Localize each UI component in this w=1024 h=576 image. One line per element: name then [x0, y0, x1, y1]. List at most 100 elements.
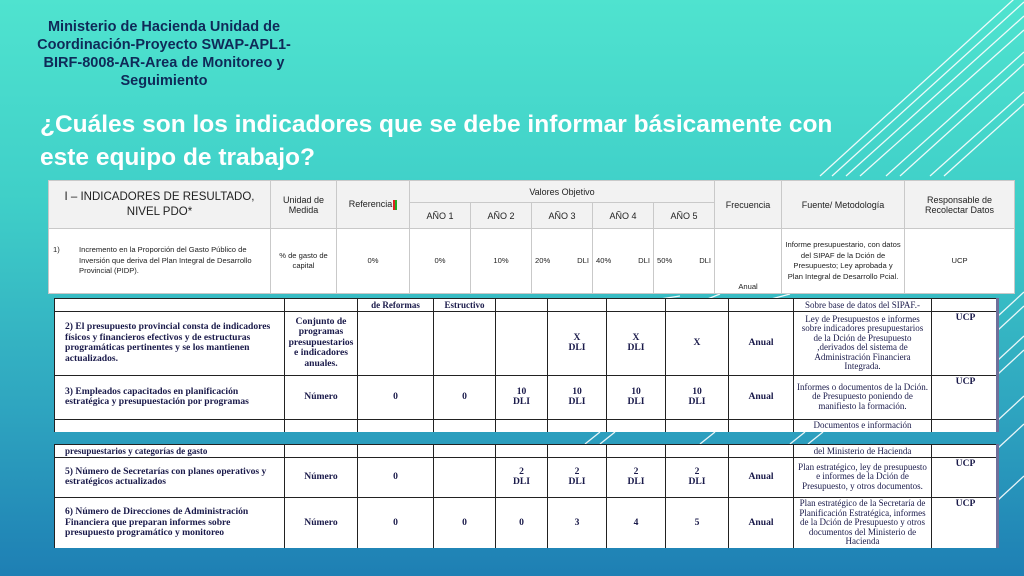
anio5-value: 50% [657, 255, 673, 265]
header-indicador: I – INDICADORES DE RESULTADO, NIVEL PDO* [48, 180, 271, 229]
fuente-cell: Ley de Presupuestos e informes sobre ind… [793, 310, 932, 376]
indicator-cell: 3) Empleados capacitados en planificació… [54, 374, 285, 420]
scanned-table-excerpt-1: de Reformas Estructivo Sobre base de dat… [54, 298, 999, 432]
anio3-cell: 20% DLI [531, 228, 593, 294]
slide-title: ¿Cuáles son los indicadores que se debe … [40, 111, 833, 171]
anio4-dli: DLI [627, 342, 645, 353]
indicator-cell: 6) Número de Direcciones de Administraci… [54, 496, 285, 548]
anio3-value: 2 [574, 465, 580, 477]
anio4-value: 10 [631, 385, 641, 397]
indicators-table: I – INDICADORES DE RESULTADO, NIVEL PDO*… [48, 180, 1016, 294]
fuente-cell: Informe presupuestario, con datos del SI… [781, 228, 906, 294]
frecuencia-cell: Anual [728, 310, 794, 376]
anio3-value: 20% [535, 255, 551, 265]
table-row: 3) Empleados capacitados en planificació… [54, 374, 999, 420]
anio2-cell: 10% [470, 228, 532, 294]
referencia-cell: 0% [336, 228, 410, 294]
indicator-cell: 1) Incremento en la Proporción del Gasto … [48, 228, 271, 294]
fuente-cell: Plan estratégico, ley de presupuesto e i… [793, 456, 932, 498]
anio2-dli: DLI [512, 476, 531, 487]
scan-edge [996, 298, 999, 432]
anio5-dli: DLI [699, 255, 712, 265]
anio4-cell: 4 [606, 496, 666, 548]
anio3-dli: DLI [568, 476, 586, 487]
scanned-table-excerpt-2: presupuestarios y categorías de gasto de… [54, 444, 999, 548]
anio3-value: 10 [572, 385, 582, 397]
header-fuente: Fuente/ Metodología [781, 180, 906, 229]
frecuencia-cell: Anual [714, 228, 783, 294]
anio3-value: X [573, 331, 581, 343]
indicator-number: 1) [53, 245, 60, 255]
unidad-cell: % de gasto de capital [270, 228, 337, 294]
responsable-cell: UCP [904, 228, 1016, 294]
header-unidad: Unidad de Medida [270, 180, 337, 229]
table-row: 1) Incremento en la Proporción del Gasto … [48, 228, 1016, 294]
header-anio-1: AÑO 1 [409, 202, 471, 229]
peek-fuente: Sobre base de datos del SIPAF.- [793, 298, 932, 312]
unidad-cell: Conjunto de programas presupuestarios e … [284, 310, 358, 376]
anio1-cell: 0% [409, 228, 471, 294]
anio1-cell [433, 310, 496, 376]
anio4-value: X [632, 331, 640, 343]
anio5-dli: DLI [688, 396, 706, 407]
frecuencia-cell: Anual [728, 496, 794, 548]
header-responsable: Responsable de Recolectar Datos [904, 180, 1016, 229]
responsable-cell: UCP [931, 456, 999, 498]
anio5-cell: X [665, 310, 729, 376]
table-row-partial: Documentos e información [54, 418, 999, 432]
anio1-cell [433, 456, 496, 498]
anio5-value: 2 [694, 465, 700, 477]
header-anio-4: AÑO 4 [592, 202, 654, 229]
anio2-value: 10 [516, 385, 527, 397]
anio5-cell: 10 DLI [665, 374, 729, 420]
anio3-dli: DLI [568, 396, 586, 407]
anio1-cell: 0 [433, 374, 496, 420]
ref-cell: 0 [357, 496, 434, 548]
header-anio-2: AÑO 2 [470, 202, 532, 229]
header-referencia-label: Referencia [348, 199, 393, 210]
ref-cell: 0 [357, 374, 434, 420]
anio4-dli: DLI [627, 476, 645, 487]
anio3-cell: X DLI [547, 310, 607, 376]
anio3-cell: 3 [547, 496, 607, 548]
anio4-value: 2 [633, 465, 639, 477]
unidad-cell: Número [284, 496, 358, 548]
anio2-cell: 10 DLI [495, 374, 548, 420]
unidad-cell: Número [284, 374, 358, 420]
indicator-cell: 2) El presupuesto provincial consta de i… [54, 310, 285, 376]
anio5-value: 10 [692, 385, 702, 397]
table-row: 6) Número de Direcciones de Administraci… [54, 496, 999, 548]
responsable-cell: UCP [931, 374, 999, 420]
unidad-cell: Número [284, 456, 358, 498]
table-row: 5) Número de Secretarías con planes oper… [54, 456, 999, 498]
header-anio-3: AÑO 3 [531, 202, 593, 229]
indicator-cell: 5) Número de Secretarías con planes oper… [54, 456, 285, 498]
anio5-cell: 50% DLI [652, 228, 716, 294]
anio4-value: 40% [596, 255, 612, 265]
anio2-cell: 2 DLI [495, 456, 548, 498]
indicator-text: Incremento en la Proporción del Gasto Pú… [79, 245, 252, 276]
header-referencia: Referencia [336, 180, 410, 229]
peek-anio1: Estructivo [433, 298, 496, 312]
scan-edge [996, 444, 999, 548]
responsable-cell: UCP [931, 496, 999, 548]
header-valores-objetivo: Valores Objetivo [408, 180, 716, 203]
table-row-partial: presupuestarios y categorías de gasto de… [54, 444, 999, 458]
header-anio-5: AÑO 5 [652, 202, 716, 229]
table-row: 2) El presupuesto provincial consta de i… [54, 310, 999, 376]
fuente-cell: Informes o documentos de la Dción. de Pr… [793, 374, 932, 420]
anio3-dli: DLI [577, 255, 589, 265]
peek-ref: de Reformas [357, 298, 434, 312]
fuente-cell: Plan estratégico de la Secretaría de Pla… [793, 496, 932, 548]
frecuencia-cell: Anual [728, 374, 794, 420]
anio4-dli: DLI [627, 396, 645, 407]
anio2-dli: DLI [512, 396, 531, 407]
anio5-cell: 5 [665, 496, 729, 548]
anio2-cell [495, 310, 548, 376]
peek-indicador: presupuestarios y categorías de gasto [54, 444, 285, 458]
anio2-cell: 0 [495, 496, 548, 548]
ref-cell [357, 310, 434, 376]
tail-fuente: Documentos e información [793, 418, 932, 432]
anio3-dli: DLI [568, 342, 586, 353]
